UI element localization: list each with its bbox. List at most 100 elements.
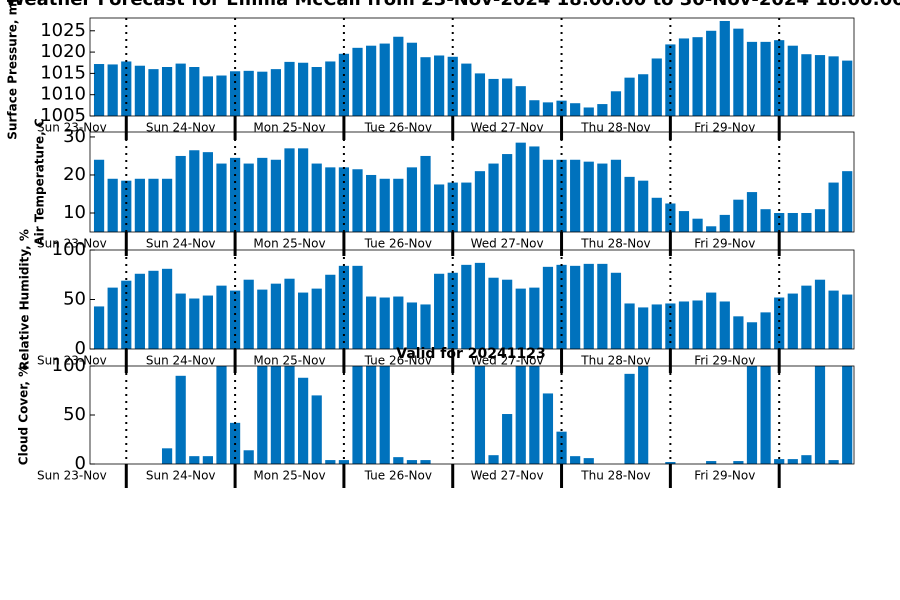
plot-frame: [89, 131, 855, 233]
bar: [447, 182, 458, 232]
bar: [325, 274, 336, 349]
bar: [801, 285, 812, 349]
bar: [624, 77, 635, 116]
bar: [719, 20, 730, 117]
x-tick-label: Fri 29-Nov: [694, 237, 755, 251]
chart-title: Weather Forecast for Emma McCall from 23…: [5, 0, 900, 10]
bar: [692, 300, 703, 349]
bar: [325, 167, 336, 232]
x-tick-label: Tue 26-Nov: [364, 237, 432, 251]
bar: [270, 159, 281, 232]
bar: [828, 182, 839, 232]
bar: [161, 448, 173, 464]
bar: [202, 76, 213, 116]
bar: [434, 55, 445, 116]
bar: [161, 268, 173, 349]
bar: [121, 180, 132, 232]
bar: [393, 457, 404, 464]
bar: [515, 86, 526, 116]
bar: [189, 456, 200, 464]
bar: [597, 104, 608, 116]
bar: [651, 197, 662, 232]
x-tick-label: Tue 26-Nov: [364, 354, 432, 368]
bar: [406, 167, 418, 232]
bar: [202, 295, 213, 349]
bar: [175, 155, 186, 232]
bar: [746, 41, 758, 116]
bar: [570, 265, 581, 349]
bar: [474, 73, 486, 116]
bar: [787, 293, 798, 349]
bar: [733, 461, 744, 464]
y-tick-label: 0: [75, 338, 86, 359]
bar: [366, 296, 377, 349]
bar: [434, 184, 445, 232]
x-tick-label: Sun 24-Nov: [146, 469, 216, 483]
x-tick-label: Sun 23-Nov: [37, 237, 107, 251]
bar: [284, 61, 295, 116]
bar: [624, 373, 635, 464]
bar: [161, 67, 173, 116]
bar: [243, 450, 254, 464]
bar: [93, 64, 105, 116]
bar: [134, 65, 145, 116]
bar: [352, 265, 363, 349]
bar: [733, 199, 744, 232]
bar: [692, 218, 703, 232]
bar: [610, 159, 622, 232]
bar: [842, 366, 853, 464]
bar: [556, 431, 567, 464]
bar: [488, 277, 499, 349]
panel-title: Valid for 20241123: [396, 346, 545, 362]
bar: [583, 107, 594, 116]
x-tick-label: Mon 25-Nov: [253, 469, 325, 483]
bar: [651, 304, 662, 349]
x-tick-label: Sun 24-Nov: [146, 237, 216, 251]
bar: [515, 142, 526, 232]
bar: [774, 212, 785, 232]
bar: [665, 44, 676, 117]
bar: [733, 28, 744, 116]
bar: [216, 285, 227, 349]
bar: [93, 159, 105, 232]
bar: [733, 316, 744, 349]
bar: [107, 64, 118, 116]
bar: [338, 53, 350, 116]
x-tick-label: Tue 26-Nov: [364, 469, 432, 483]
bar: [298, 148, 309, 232]
bar: [202, 152, 213, 232]
bar: [216, 75, 227, 116]
bar: [366, 45, 377, 117]
x-tick-label: Fri 29-Nov: [694, 469, 755, 483]
bar: [515, 288, 526, 349]
bar: [529, 146, 540, 232]
bar: [515, 366, 526, 464]
bar: [311, 163, 322, 232]
bar: [298, 292, 309, 349]
bar: [542, 393, 554, 464]
x-tick-label: Sun 23-Nov: [37, 354, 107, 368]
bar: [366, 174, 377, 232]
bar: [270, 366, 281, 464]
x-tick-label: Mon 25-Nov: [253, 121, 325, 135]
bar: [148, 69, 159, 116]
bar: [257, 366, 268, 464]
bar: [488, 163, 499, 232]
bar: [692, 37, 703, 116]
bar: [502, 279, 513, 349]
bar: [352, 366, 363, 464]
bar: [746, 322, 758, 349]
bar: [474, 171, 486, 232]
bar: [325, 61, 336, 116]
bar: [393, 36, 404, 116]
x-tick-label: Thu 28-Nov: [580, 354, 650, 368]
bar: [597, 263, 608, 349]
bar: [719, 214, 730, 232]
x-tick-label: Thu 28-Nov: [580, 121, 650, 135]
bar: [760, 366, 771, 464]
bar: [583, 161, 594, 232]
bar: [638, 307, 649, 349]
bar: [556, 100, 567, 116]
y-tick-label: 50: [63, 289, 86, 310]
